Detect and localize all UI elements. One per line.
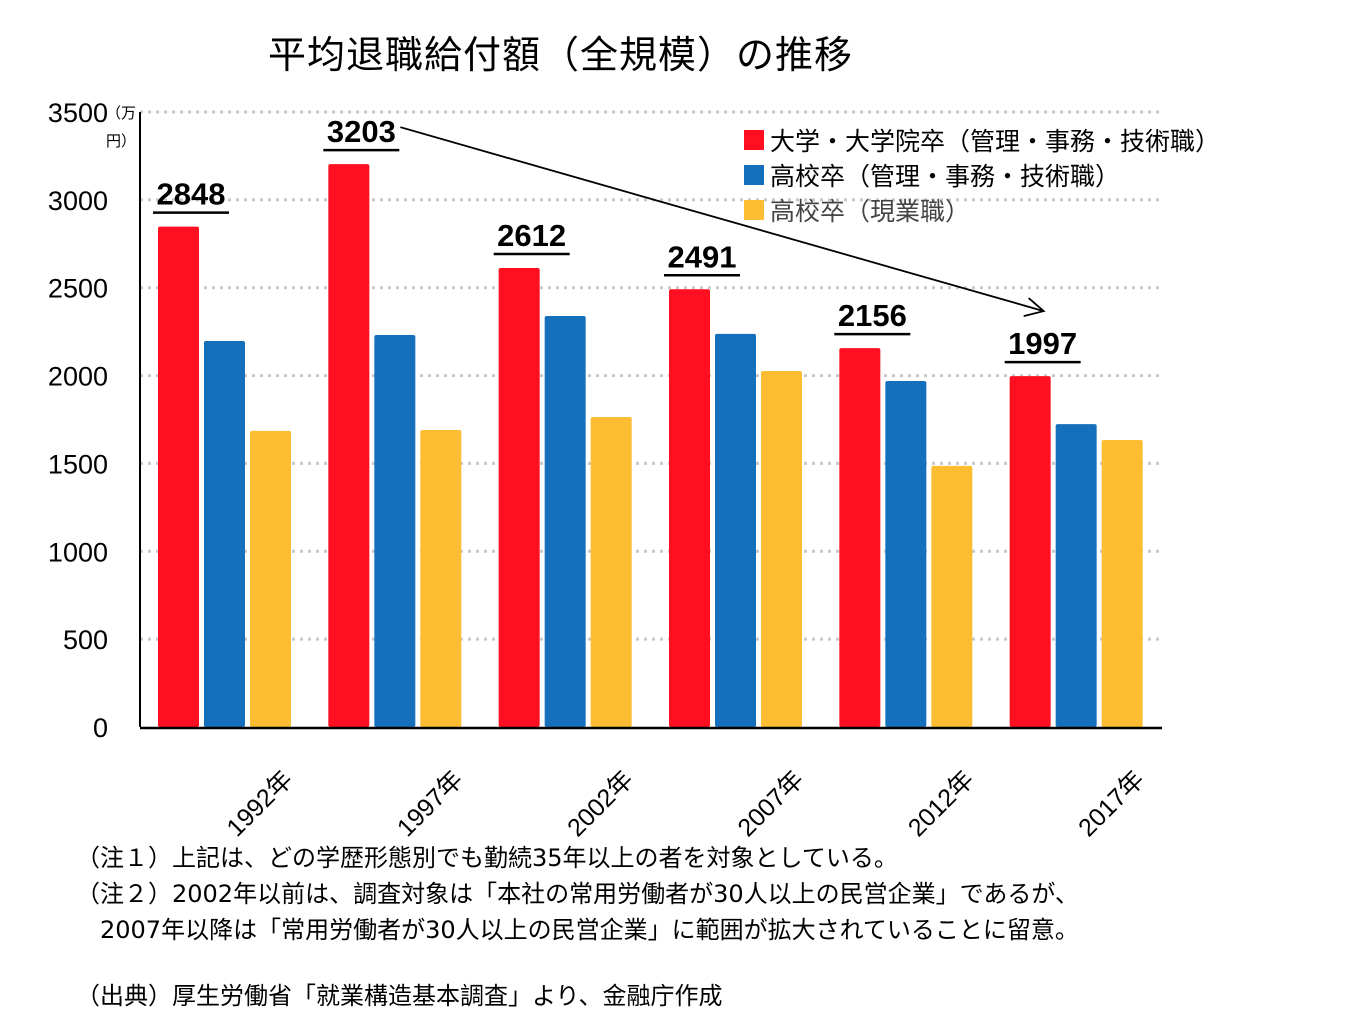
data-labels: 2848 3203 2612 2491 2156 1997: [153, 114, 1081, 364]
y-tick-label: 1000: [48, 537, 108, 567]
y-tick-label: 0: [93, 713, 108, 743]
data-label: 2156: [838, 298, 907, 333]
y-tick-label: 500: [63, 625, 108, 655]
chart-title: 平均退職給付額（全規模）の推移: [268, 33, 854, 77]
axes: [139, 112, 1162, 730]
y-tick-label: 3000: [48, 186, 108, 216]
y-tick-label: 2500: [48, 274, 108, 304]
arrow-line: [400, 126, 1044, 312]
bar-highschool-field: [420, 430, 462, 727]
bar-university: [328, 164, 370, 728]
bar-highschool-office: [885, 381, 927, 727]
bars: [158, 164, 1143, 728]
bar-highschool-field: [1101, 440, 1143, 727]
bar-highschool-office: [715, 333, 756, 727]
y-tick-labels: 0 500 1000 1500 2000 2500 3000 3500: [48, 98, 108, 743]
y-tick-label: 2000: [48, 362, 108, 392]
legend: 大学・大学院卒（管理・事務・技術職） 高校卒（管理・事務・技術職） 高校卒（現業…: [744, 122, 1220, 227]
y-tick-label: 1500: [48, 449, 108, 479]
x-tick-label: 2012年: [903, 765, 980, 842]
data-label: 1997: [1008, 326, 1077, 361]
bar-highschool-field: [250, 430, 291, 727]
data-label: 2848: [157, 177, 226, 212]
legend-item-university: 大学・大学院卒（管理・事務・技術職）: [744, 122, 1220, 157]
gridlines: [140, 110, 1162, 641]
note-2-continued: 2007年以降は「常用労働者が30人以上の民営企業」に範囲が拡大されていることに…: [100, 916, 1079, 944]
bar-university: [1009, 376, 1051, 727]
bar-university: [498, 268, 540, 727]
x-tick-label: 2007年: [732, 765, 809, 842]
legend-label: 大学・大学院卒（管理・事務・技術職）: [770, 126, 1221, 156]
bar-university: [158, 226, 199, 727]
legend-label: 高校卒（現業職）: [770, 196, 971, 226]
bar-highschool-office: [374, 334, 416, 727]
legend-item-highschool-office: 高校卒（管理・事務・技術職）: [744, 157, 1220, 192]
x-tick-label: 1997年: [392, 765, 469, 842]
bar-university: [839, 348, 881, 727]
source-citation: （出典）厚生労働省「就業構造基本調査」より、金融庁作成: [76, 982, 723, 1010]
legend-item-highschool-field: 高校卒（現業職）: [744, 192, 1220, 227]
bar-highschool-field: [931, 465, 973, 727]
y-tick-label: 3500: [48, 98, 108, 128]
bar-highschool-office: [544, 316, 586, 727]
x-tick-label: 2017年: [1073, 765, 1150, 842]
note-2: （注２）2002年以前は、調査対象は「本社の常用労働者が30人以上の民営企業」で…: [76, 880, 1079, 908]
x-tick-labels: 1992年 1997年 2002年 2007年 2012年 2017年: [221, 765, 1149, 842]
data-label: 3203: [327, 114, 396, 149]
arrow-head: [1023, 297, 1046, 317]
data-label: 2612: [497, 218, 566, 253]
y-unit-label-line2: 円）: [106, 132, 136, 150]
bar-highschool-office: [204, 340, 245, 727]
note-1: （注１）上記は、どの学歴形態別でも勤続35年以上の者を対象としている。: [76, 844, 898, 872]
data-label: 2491: [668, 239, 737, 274]
x-tick-label: 1992年: [221, 765, 298, 842]
x-tick-label: 2002年: [562, 765, 639, 842]
bar-highschool-field: [590, 417, 632, 727]
trend-arrow: [400, 126, 1046, 317]
legend-label: 高校卒（管理・事務・技術職）: [770, 161, 1121, 191]
legend-swatch-yellow: [744, 199, 764, 220]
y-unit-label-line1: （万: [106, 104, 136, 122]
bar-highschool-field: [761, 371, 802, 727]
footnotes: （注１）上記は、どの学歴形態別でも勤続35年以上の者を対象としている。 （注２）…: [76, 840, 1079, 948]
bar-university: [669, 289, 710, 727]
legend-swatch-blue: [744, 164, 764, 185]
bar-highschool-office: [1055, 424, 1097, 727]
legend-swatch-red: [744, 129, 764, 150]
